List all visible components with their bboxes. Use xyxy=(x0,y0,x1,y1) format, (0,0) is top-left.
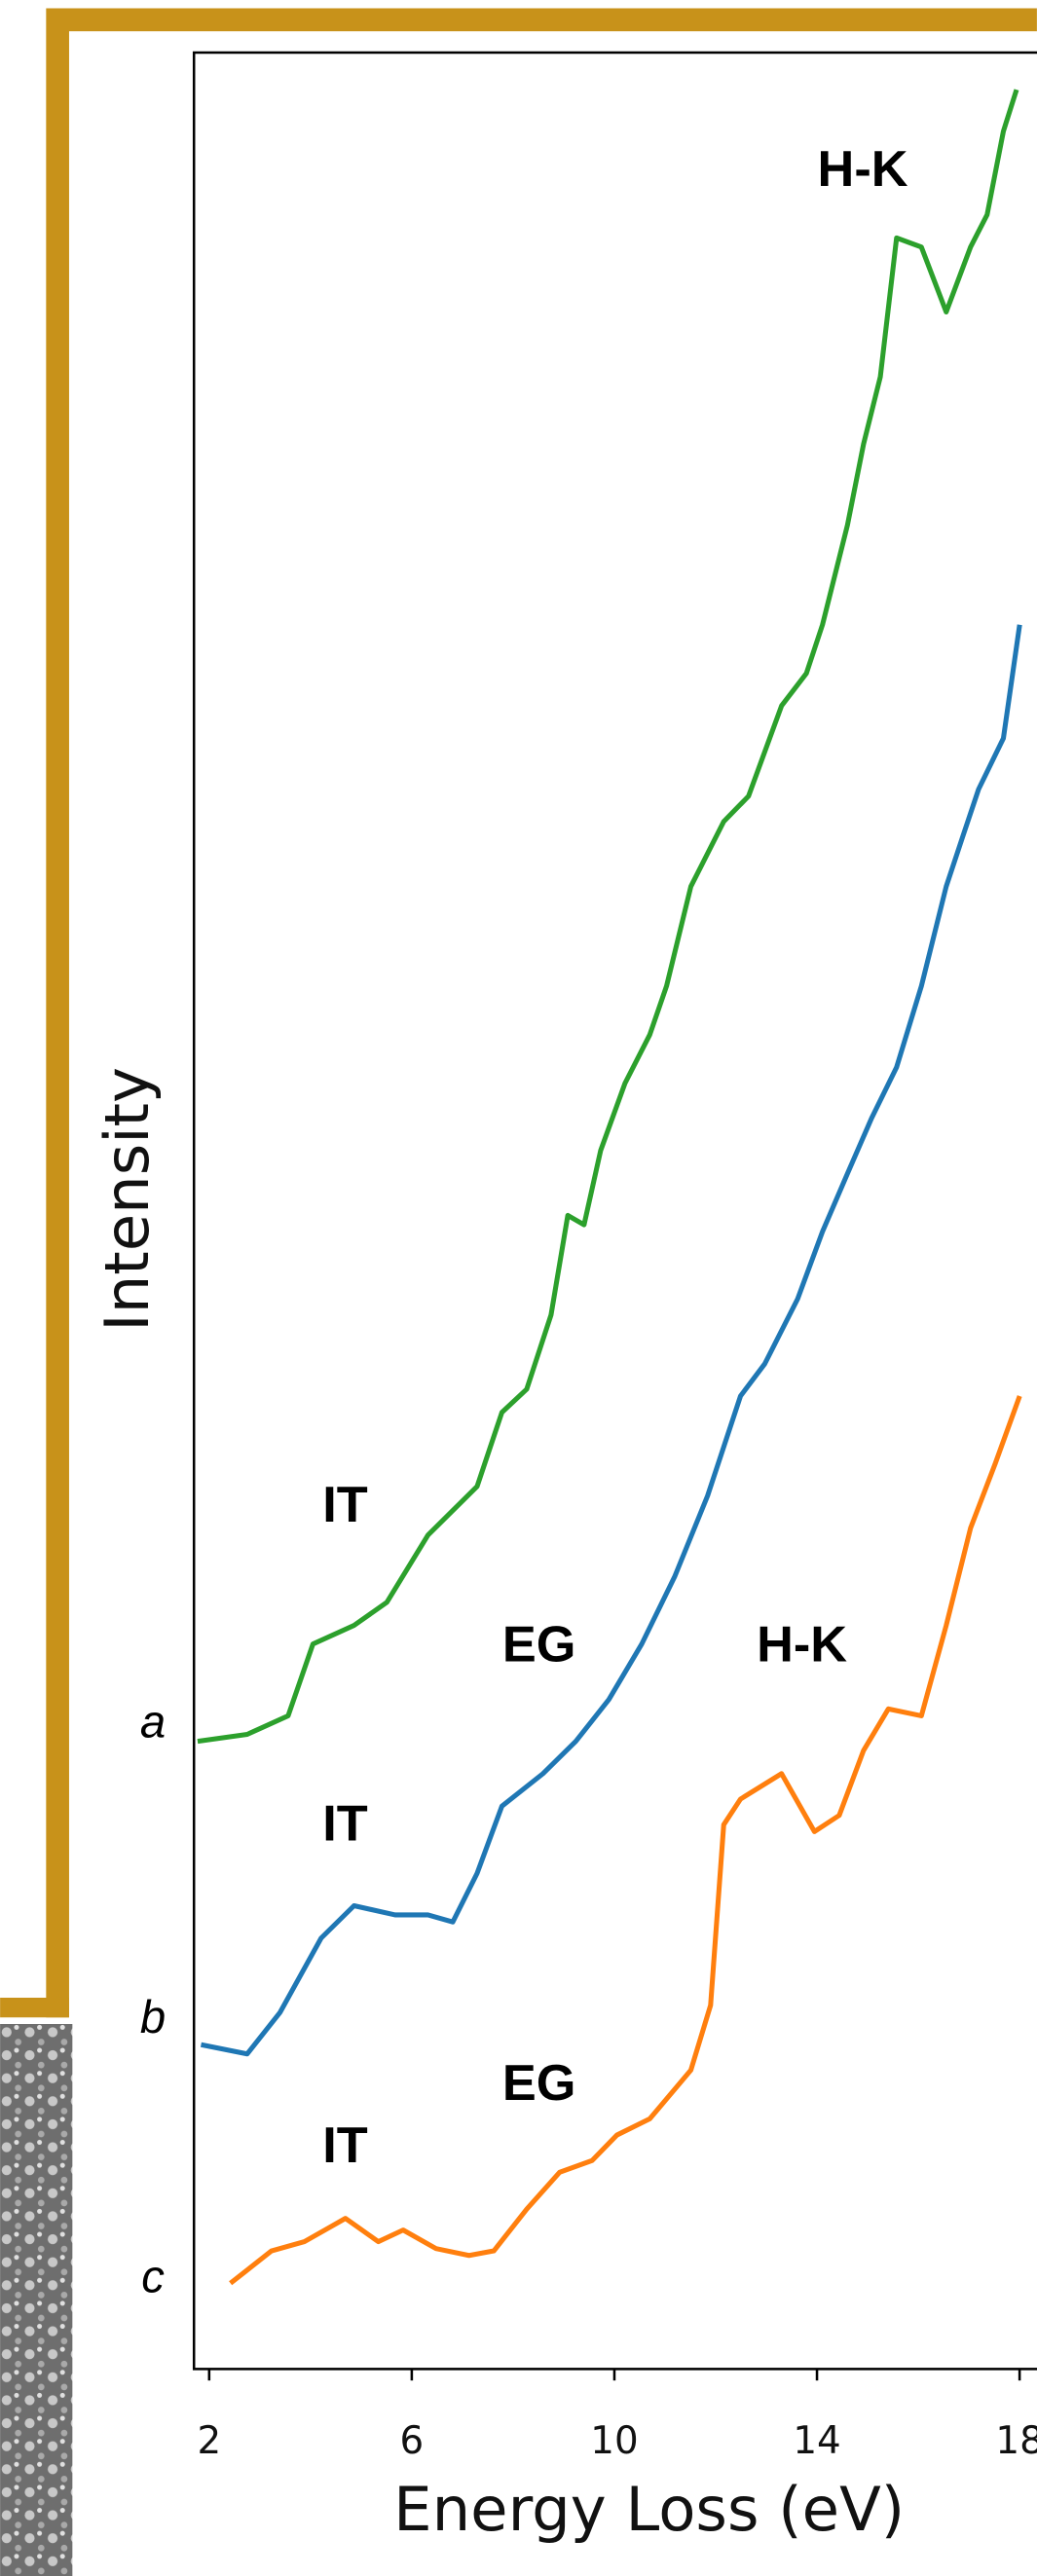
annotation: H-K xyxy=(757,1616,847,1673)
x-tick-label: 18 xyxy=(995,2419,1037,2463)
series-label: a xyxy=(140,1696,166,1748)
annotation: H-K xyxy=(818,141,908,198)
x-tick-label: 10 xyxy=(590,2419,638,2463)
series-label: b xyxy=(140,1992,166,2043)
annotation: IT xyxy=(322,2117,368,2174)
series-label: c xyxy=(141,2252,165,2303)
x-axis-label: Energy Loss (eV) xyxy=(393,2474,905,2545)
annotation: IT xyxy=(322,1477,368,1533)
annotation: EG xyxy=(502,2055,576,2112)
x-tick-label: 6 xyxy=(400,2419,425,2463)
micrograph xyxy=(0,2024,72,2576)
x-tick-label: 14 xyxy=(793,2419,840,2463)
x-tick-label: 2 xyxy=(197,2419,221,2463)
page: {"chart_data": {"type": "line", "x_label… xyxy=(0,0,1037,2576)
y-axis-label: Intensity xyxy=(92,1067,163,1332)
plot-background xyxy=(74,36,1037,2576)
annotation: EG xyxy=(502,1616,576,1673)
chart: Energy Loss (eV) Intensity 2 6 10 14 18 a b c H-… xyxy=(0,0,1037,2576)
annotation: IT xyxy=(322,1795,368,1852)
